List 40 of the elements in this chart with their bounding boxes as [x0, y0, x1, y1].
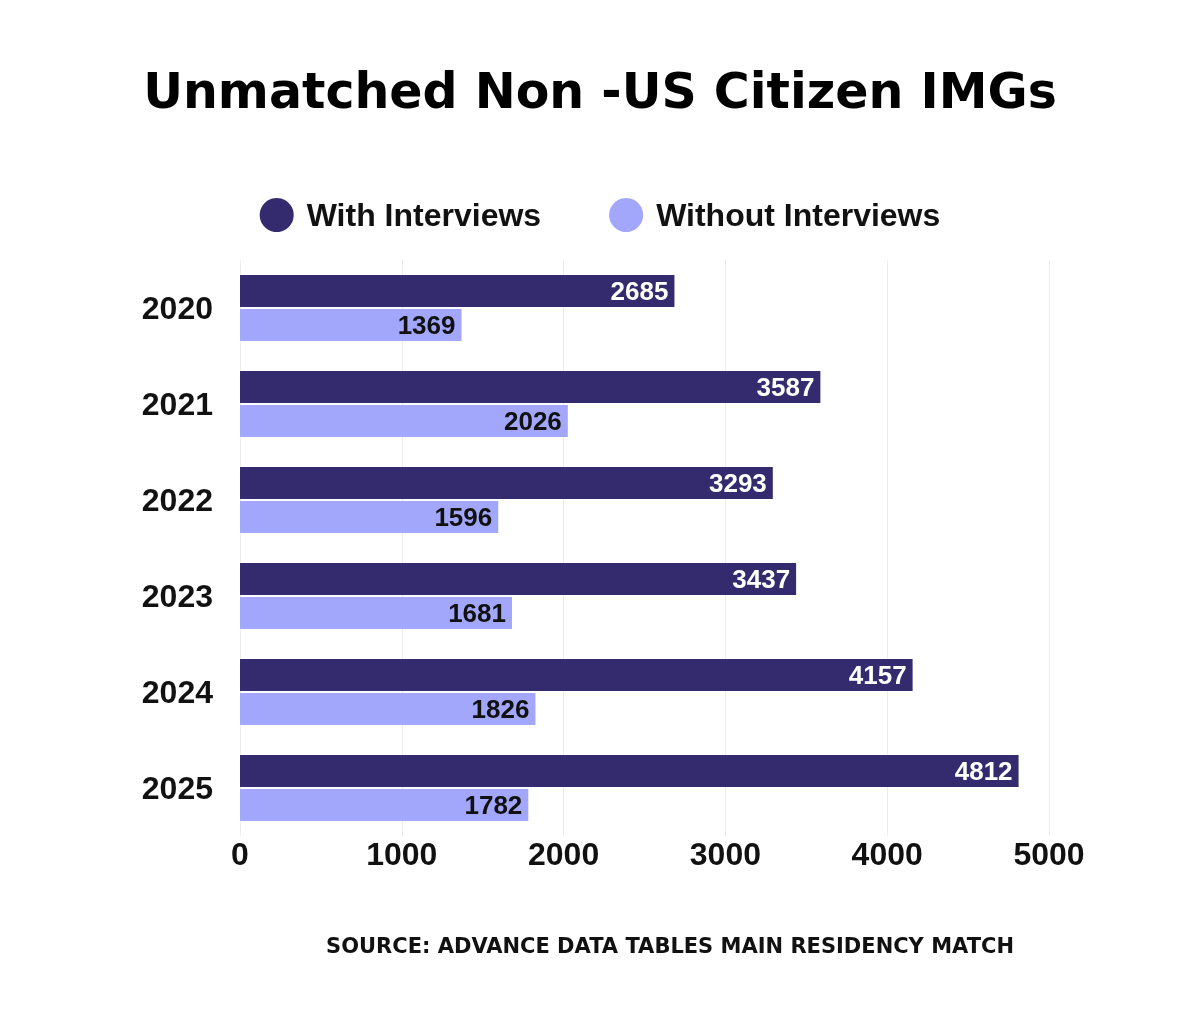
bar: [240, 563, 797, 596]
data-label: 3587: [756, 372, 815, 403]
bar: [240, 275, 675, 308]
data-label: 4812: [954, 756, 1013, 787]
x-tick-label: 4000: [851, 836, 923, 872]
bar: [240, 371, 821, 404]
source-note: SOURCE: ADVANCE DATA TABLES MAIN RESIDENCY MATCH: [326, 933, 1014, 958]
legend-label: With Interviews: [306, 197, 542, 233]
x-tick-label: 5000: [1013, 836, 1085, 872]
bar: [240, 596, 512, 629]
bar: [240, 755, 1019, 788]
data-label: 1826: [471, 693, 530, 724]
chart-title: Unmatched Non -US Citizen IMGs: [143, 63, 1057, 120]
bar: [240, 692, 536, 725]
y-tick-label: 2023: [141, 578, 213, 614]
data-label: 1596: [434, 501, 493, 532]
y-tick-label: 2021: [141, 386, 213, 422]
y-tick-label: 2025: [141, 770, 213, 806]
x-tick-label: 1000: [366, 836, 438, 872]
data-label: 1369: [397, 309, 456, 340]
bar: [240, 404, 568, 437]
data-label: 1681: [448, 597, 506, 628]
data-label: 2026: [503, 405, 562, 436]
bar: [240, 659, 913, 692]
bar: [240, 467, 773, 500]
bar: [240, 308, 462, 341]
x-tick-label: 3000: [689, 836, 761, 872]
data-label: 4157: [848, 660, 907, 691]
data-label: 3293: [708, 468, 767, 499]
data-label: 1782: [464, 789, 523, 820]
x-tick-label: 2000: [528, 836, 600, 872]
y-tick-label: 2024: [141, 674, 214, 710]
bar: [240, 500, 499, 533]
legend-label: Without Interviews: [656, 197, 941, 233]
bar: [240, 788, 529, 821]
data-label: 2685: [610, 276, 669, 307]
y-tick-label: 2022: [141, 482, 213, 518]
y-tick-label: 2020: [141, 290, 213, 326]
data-label: 3437: [732, 564, 791, 595]
x-tick-label: 0: [231, 836, 249, 872]
